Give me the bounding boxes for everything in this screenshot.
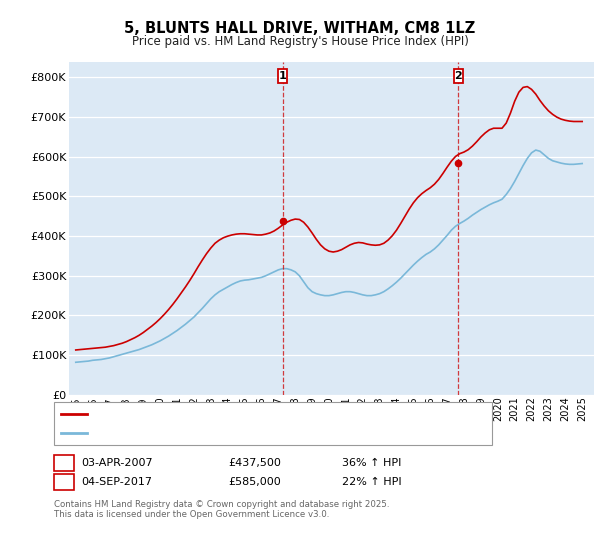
Text: 5, BLUNTS HALL DRIVE, WITHAM, CM8 1LZ (detached house): 5, BLUNTS HALL DRIVE, WITHAM, CM8 1LZ (d… [92,409,407,419]
Text: 22% ↑ HPI: 22% ↑ HPI [342,477,401,487]
Bar [454,69,463,82]
Text: £585,000: £585,000 [228,477,281,487]
Text: 1: 1 [60,458,68,468]
Text: 2: 2 [455,71,463,81]
Text: Price paid vs. HM Land Registry's House Price Index (HPI): Price paid vs. HM Land Registry's House … [131,35,469,48]
Text: 36% ↑ HPI: 36% ↑ HPI [342,458,401,468]
Bar [278,69,287,82]
Text: 5, BLUNTS HALL DRIVE, WITHAM, CM8 1LZ: 5, BLUNTS HALL DRIVE, WITHAM, CM8 1LZ [124,21,476,36]
Text: Contains HM Land Registry data © Crown copyright and database right 2025.
This d: Contains HM Land Registry data © Crown c… [54,500,389,519]
Text: 1: 1 [278,71,286,81]
Text: £437,500: £437,500 [228,458,281,468]
Text: 04-SEP-2017: 04-SEP-2017 [81,477,152,487]
Text: 2: 2 [60,477,68,487]
Text: 03-APR-2007: 03-APR-2007 [81,458,152,468]
Text: HPI: Average price, detached house, Braintree: HPI: Average price, detached house, Brai… [92,428,333,438]
